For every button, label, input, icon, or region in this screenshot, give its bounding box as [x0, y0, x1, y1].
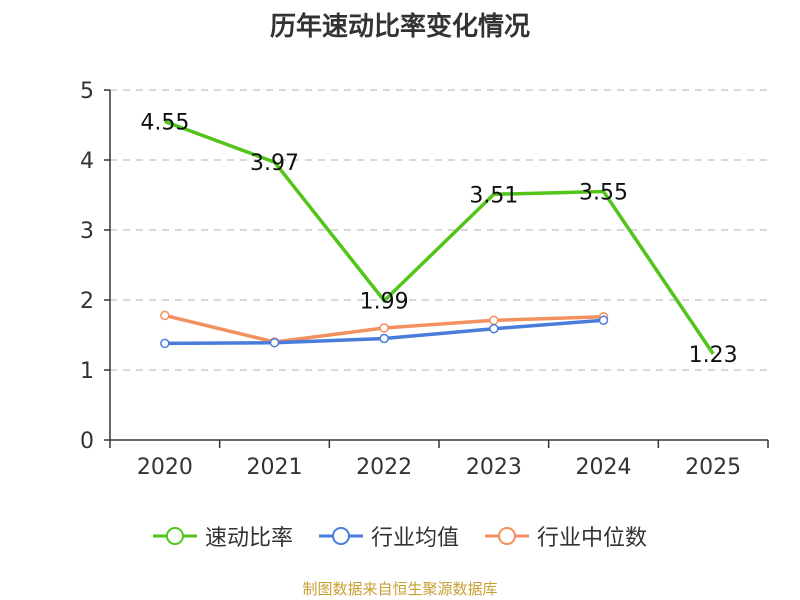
- data-label: 4.55: [140, 111, 189, 136]
- legend-marker: [331, 527, 350, 545]
- series-line: [164, 119, 715, 355]
- data-label: 3.55: [579, 181, 628, 206]
- data-point: [160, 310, 170, 321]
- data-label: 1.99: [360, 290, 409, 315]
- legend-swatch: [318, 527, 363, 545]
- data-point: [269, 337, 280, 348]
- x-tick-label: 2023: [466, 455, 522, 480]
- legend-label: 速动比率: [204, 526, 293, 551]
- x-tick-label: 2024: [576, 455, 632, 480]
- legend-swatch: [152, 527, 197, 545]
- legend-label: 行业均值: [370, 526, 459, 551]
- data-label: 3.97: [250, 151, 299, 176]
- x-tick-label: 2020: [137, 455, 193, 480]
- grid-lines: [110, 89, 768, 371]
- data-labels: 4.55 3.97 1.99 3.51 3.55 1.23: [140, 111, 737, 368]
- legend-item[interactable]: 速动比率: [152, 520, 293, 552]
- legend-marker: [498, 527, 516, 545]
- data-point: [598, 315, 609, 326]
- legend-swatch: [485, 527, 529, 545]
- y-tick-label: 5: [80, 79, 94, 104]
- x-tick-label: 2025: [685, 455, 741, 480]
- data-point: [379, 323, 389, 333]
- data-label: 3.51: [469, 183, 518, 208]
- x-tick-label: 2021: [247, 455, 303, 480]
- y-tick-label: 3: [80, 219, 94, 244]
- y-tick-label: 1: [80, 359, 94, 384]
- legend-item[interactable]: 行业中位数: [485, 520, 647, 552]
- chart-title: 历年速动比率变化情况: [269, 12, 530, 42]
- series-lines: [160, 119, 715, 355]
- legend-label: 行业中位数: [537, 526, 648, 551]
- legend-marker: [165, 527, 184, 545]
- y-tick-label: 0: [80, 429, 94, 454]
- data-point: [489, 323, 499, 334]
- data-point: [489, 315, 499, 326]
- data-point: [379, 333, 389, 344]
- x-tick-label: 2022: [356, 455, 412, 480]
- legend: 速动比率 行业均值 行业中位数: [0, 520, 800, 552]
- data-point: [160, 338, 170, 349]
- axes: 0 1 2 3 4 5 2020 2021 2022 2023 2024 2025: [80, 79, 769, 480]
- y-tick-label: 2: [80, 289, 94, 314]
- source-note: 制图数据来自恒生聚源数据库: [302, 580, 498, 598]
- y-tick-label: 4: [80, 149, 94, 174]
- data-label: 1.23: [689, 343, 738, 368]
- legend-item[interactable]: 行业均值: [318, 520, 459, 552]
